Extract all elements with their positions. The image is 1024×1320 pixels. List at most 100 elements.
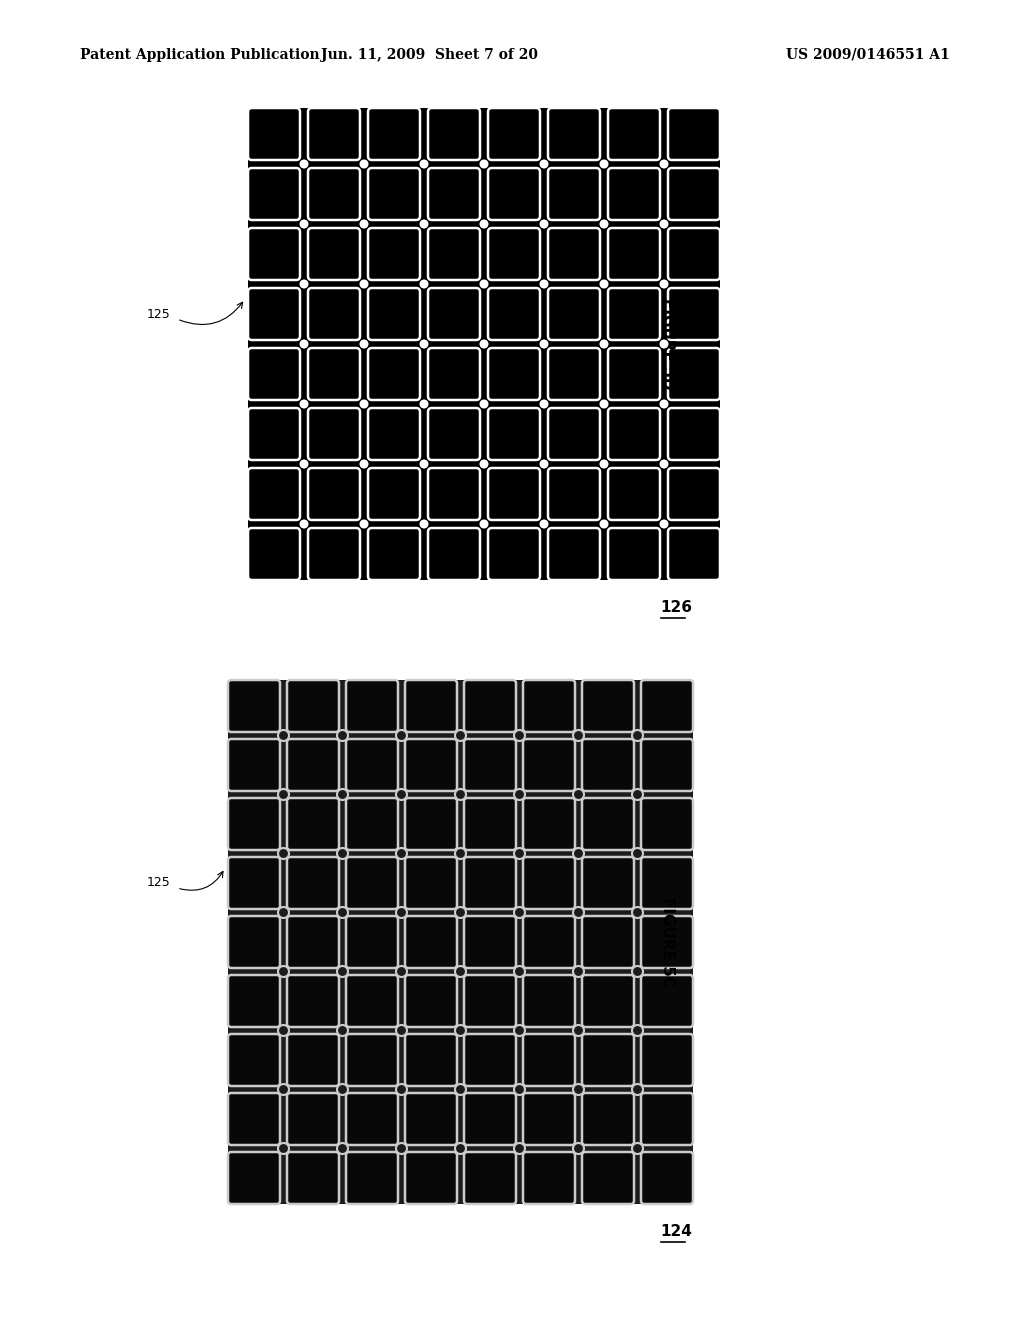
FancyBboxPatch shape <box>228 1034 280 1086</box>
Circle shape <box>632 730 643 741</box>
Circle shape <box>420 520 428 528</box>
Circle shape <box>420 339 428 348</box>
Circle shape <box>573 907 584 917</box>
Bar <box>228 680 693 1204</box>
FancyBboxPatch shape <box>641 1152 693 1204</box>
FancyBboxPatch shape <box>228 1152 280 1204</box>
FancyBboxPatch shape <box>287 799 339 850</box>
FancyBboxPatch shape <box>548 528 600 579</box>
Circle shape <box>514 1084 525 1096</box>
FancyBboxPatch shape <box>368 408 420 459</box>
FancyBboxPatch shape <box>641 975 693 1027</box>
Circle shape <box>659 459 669 469</box>
FancyBboxPatch shape <box>368 528 420 579</box>
Circle shape <box>514 789 525 800</box>
Circle shape <box>455 1143 466 1154</box>
FancyBboxPatch shape <box>248 348 300 400</box>
Circle shape <box>479 160 488 169</box>
Circle shape <box>337 1084 348 1096</box>
FancyBboxPatch shape <box>582 916 634 968</box>
FancyBboxPatch shape <box>346 975 398 1027</box>
Circle shape <box>632 966 643 977</box>
FancyBboxPatch shape <box>428 108 480 160</box>
FancyBboxPatch shape <box>464 739 516 791</box>
FancyBboxPatch shape <box>406 739 457 791</box>
Circle shape <box>396 789 407 800</box>
Circle shape <box>396 730 407 741</box>
Circle shape <box>540 520 549 528</box>
FancyBboxPatch shape <box>228 857 280 909</box>
FancyBboxPatch shape <box>488 108 540 160</box>
Circle shape <box>396 1143 407 1154</box>
FancyBboxPatch shape <box>523 799 575 850</box>
Circle shape <box>659 520 669 528</box>
Circle shape <box>420 219 428 228</box>
Circle shape <box>359 160 369 169</box>
Circle shape <box>659 339 669 348</box>
FancyBboxPatch shape <box>228 1093 280 1144</box>
FancyBboxPatch shape <box>464 857 516 909</box>
FancyBboxPatch shape <box>368 228 420 280</box>
FancyBboxPatch shape <box>464 680 516 733</box>
Text: FIGURE 5C: FIGURE 5C <box>660 898 675 987</box>
FancyBboxPatch shape <box>523 975 575 1027</box>
Circle shape <box>359 219 369 228</box>
Circle shape <box>455 847 466 859</box>
Text: 125: 125 <box>146 308 170 321</box>
FancyBboxPatch shape <box>428 528 480 579</box>
FancyBboxPatch shape <box>406 680 457 733</box>
FancyBboxPatch shape <box>308 168 360 220</box>
FancyBboxPatch shape <box>228 739 280 791</box>
FancyBboxPatch shape <box>608 288 660 341</box>
FancyBboxPatch shape <box>406 916 457 968</box>
Text: FIGURE 5D: FIGURE 5D <box>660 298 675 389</box>
Text: Patent Application Publication: Patent Application Publication <box>80 48 319 62</box>
Circle shape <box>337 966 348 977</box>
Text: 124: 124 <box>660 1224 692 1239</box>
Circle shape <box>359 280 369 289</box>
Circle shape <box>278 789 289 800</box>
FancyBboxPatch shape <box>548 228 600 280</box>
FancyBboxPatch shape <box>287 857 339 909</box>
Circle shape <box>278 730 289 741</box>
FancyBboxPatch shape <box>668 408 720 459</box>
FancyBboxPatch shape <box>428 348 480 400</box>
FancyBboxPatch shape <box>368 469 420 520</box>
FancyBboxPatch shape <box>406 1034 457 1086</box>
FancyBboxPatch shape <box>368 288 420 341</box>
FancyBboxPatch shape <box>608 168 660 220</box>
FancyBboxPatch shape <box>668 228 720 280</box>
Circle shape <box>540 339 549 348</box>
Circle shape <box>455 966 466 977</box>
FancyBboxPatch shape <box>346 1152 398 1204</box>
Circle shape <box>514 907 525 917</box>
FancyBboxPatch shape <box>488 168 540 220</box>
FancyBboxPatch shape <box>608 108 660 160</box>
Circle shape <box>479 280 488 289</box>
Circle shape <box>420 160 428 169</box>
FancyBboxPatch shape <box>582 680 634 733</box>
Circle shape <box>299 520 308 528</box>
Circle shape <box>337 847 348 859</box>
Text: Jun. 11, 2009  Sheet 7 of 20: Jun. 11, 2009 Sheet 7 of 20 <box>322 48 539 62</box>
FancyBboxPatch shape <box>406 1152 457 1204</box>
Text: 126: 126 <box>660 601 692 615</box>
FancyBboxPatch shape <box>368 348 420 400</box>
FancyBboxPatch shape <box>488 288 540 341</box>
FancyBboxPatch shape <box>308 528 360 579</box>
Circle shape <box>599 339 608 348</box>
FancyBboxPatch shape <box>464 1093 516 1144</box>
Circle shape <box>455 789 466 800</box>
Circle shape <box>479 459 488 469</box>
Circle shape <box>359 400 369 408</box>
Circle shape <box>337 1143 348 1154</box>
FancyBboxPatch shape <box>608 469 660 520</box>
FancyBboxPatch shape <box>346 857 398 909</box>
Circle shape <box>455 1026 466 1036</box>
FancyBboxPatch shape <box>287 1152 339 1204</box>
FancyBboxPatch shape <box>464 1034 516 1086</box>
FancyBboxPatch shape <box>428 408 480 459</box>
Circle shape <box>573 966 584 977</box>
Circle shape <box>659 219 669 228</box>
Circle shape <box>632 1084 643 1096</box>
